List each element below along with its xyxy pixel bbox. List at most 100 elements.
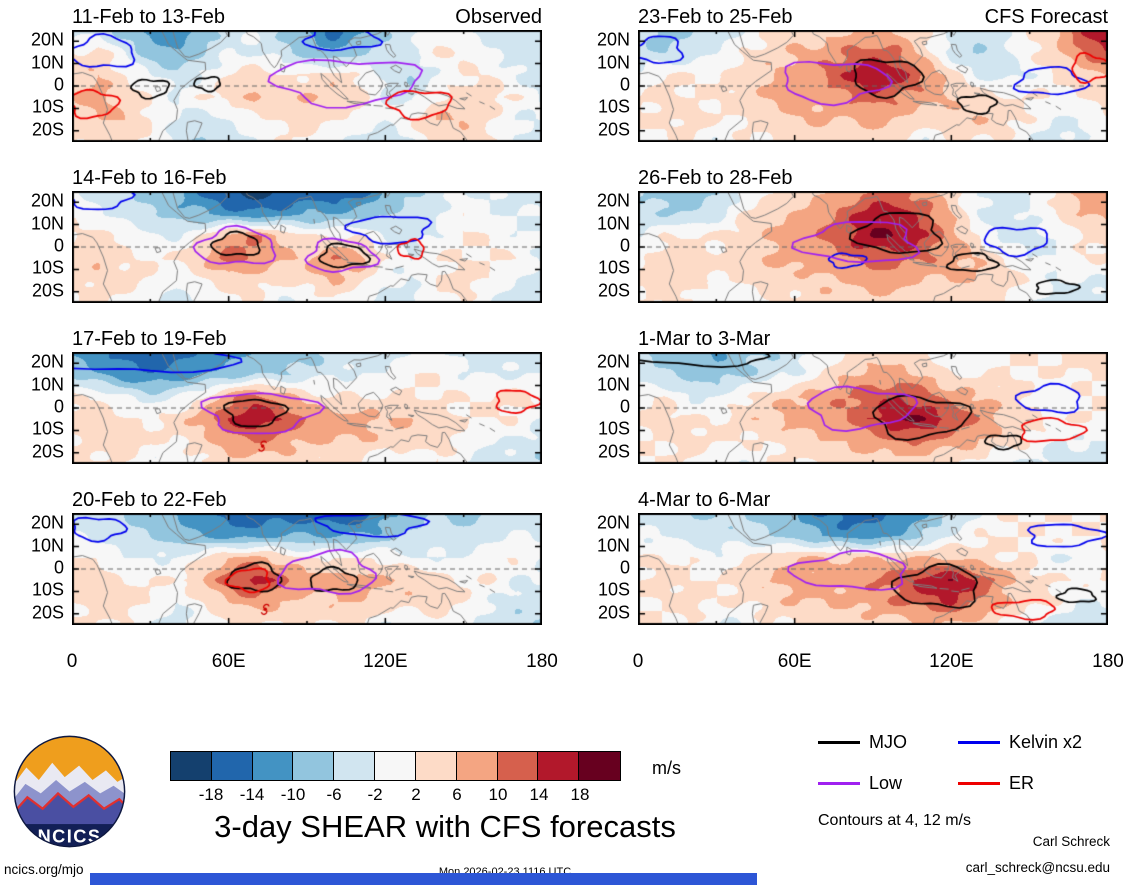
panel-date-range: 11-Feb to 13-Feb bbox=[72, 6, 226, 28]
colorbar: -18 -14 -10 -6 -2 2 6 10 14 18 bbox=[170, 751, 621, 804]
colorbar-tick-label: -18 bbox=[198, 785, 224, 804]
legend-item-mjo: MJO bbox=[818, 732, 958, 753]
footer: NCICS -18 -14 -10 -6 -2 2 6 10 14 18 m/s MJO Kelvi… bbox=[0, 676, 1135, 885]
map-panel-1-mar-to-3-mar: 1-Mar to 3-Mar 20N 10N 0 10S 20S bbox=[572, 326, 1108, 464]
lat-axis: 20N 10N 0 10S 20S bbox=[572, 352, 638, 464]
map-panel-23-feb-to-25-feb: 23-Feb to 25-Feb CFS Forecast 20N 10N 0 10S 20… bbox=[572, 4, 1108, 142]
legend-item-er: ER bbox=[958, 773, 1118, 794]
lat-tick-label: 10S bbox=[31, 96, 64, 117]
lat-tick-label: 0 bbox=[53, 396, 64, 417]
lat-tick-label: 0 bbox=[53, 235, 64, 256]
panel-body: 20N 10N 0 10S 20S bbox=[6, 352, 542, 464]
lat-tick-label: 0 bbox=[619, 557, 630, 578]
colorbar-tick-labels: -18 -14 -10 -6 -2 2 6 10 14 18 bbox=[170, 781, 621, 804]
logo-red-ridge bbox=[14, 791, 125, 816]
lat-axis: 20N 10N 0 10S 20S bbox=[6, 352, 72, 464]
lon-tick-label: 180 bbox=[526, 651, 558, 672]
lon-tick-label: 120E bbox=[929, 651, 974, 672]
lat-tick-label: 20N bbox=[30, 351, 64, 372]
lat-tick-label: 20N bbox=[596, 29, 630, 50]
colorbar-cell-10 bbox=[579, 752, 620, 780]
map-panel-11-feb-to-13-feb: 11-Feb to 13-Feb Observed 20N 10N 0 10S 20S bbox=[6, 4, 542, 142]
colorbar-tick-label: -14 bbox=[239, 785, 265, 804]
lat-tick-label: 0 bbox=[53, 74, 64, 95]
contour-interval-note: Contours at 4, 12 m/s bbox=[818, 812, 971, 829]
observed-column: 11-Feb to 13-Feb Observed 20N 10N 0 10S 20S 14-… bbox=[6, 4, 558, 676]
panel-header: 4-Mar to 6-Mar bbox=[638, 487, 1108, 511]
lat-tick-label: 10N bbox=[596, 213, 630, 234]
website-url: ncics.org/mjo bbox=[4, 862, 84, 877]
map-canvas-20-feb-to-22-feb bbox=[72, 513, 542, 625]
lat-tick-label: 10S bbox=[597, 257, 630, 278]
lon-axis: 0 60E 120E 180 bbox=[633, 648, 1124, 676]
map-panel-20-feb-to-22-feb: 20-Feb to 22-Feb 20N 10N 0 10S 20S bbox=[6, 487, 542, 625]
column-header-cfs-forecast: CFS Forecast bbox=[984, 6, 1108, 28]
map-panel-4-mar-to-6-mar: 4-Mar to 6-Mar 20N 10N 0 10S 20S bbox=[572, 487, 1108, 625]
legend-label: Kelvin x2 bbox=[1009, 732, 1083, 752]
map-canvas-14-feb-to-16-feb bbox=[72, 191, 542, 303]
lat-tick-label: 20N bbox=[30, 190, 64, 211]
lat-tick-label: 20N bbox=[596, 351, 630, 372]
panel-date-range: 20-Feb to 22-Feb bbox=[72, 489, 227, 511]
map-canvas-11-feb-to-13-feb bbox=[72, 30, 542, 142]
panel-header: 14-Feb to 16-Feb bbox=[72, 165, 542, 189]
lat-axis: 20N 10N 0 10S 20S bbox=[572, 30, 638, 142]
panel-body: 20N 10N 0 10S 20S bbox=[6, 30, 542, 142]
wave-legend: MJO Kelvin x2 Low ER bbox=[818, 732, 1118, 794]
legend-line-mjo bbox=[818, 741, 860, 744]
lat-tick-label: 10N bbox=[30, 535, 64, 556]
legend-line-er bbox=[958, 782, 1000, 785]
lat-tick-label: 20S bbox=[597, 441, 630, 462]
map-canvas-1-mar-to-3-mar bbox=[638, 352, 1108, 464]
lat-tick-label: 10S bbox=[31, 579, 64, 600]
lat-tick-label: 20S bbox=[31, 602, 64, 623]
lon-tick-label: 60E bbox=[211, 651, 246, 672]
lat-tick-label: 0 bbox=[619, 74, 630, 95]
lat-tick-label: 20N bbox=[596, 190, 630, 211]
lon-tick-label: 60E bbox=[777, 651, 812, 672]
panel-header: 11-Feb to 13-Feb Observed bbox=[72, 4, 542, 28]
column-header-observed: Observed bbox=[455, 6, 542, 28]
lon-tick-label: 180 bbox=[1092, 651, 1124, 672]
panel-date-range: 1-Mar to 3-Mar bbox=[638, 328, 771, 350]
author-email: carl_schreck@ncsu.edu bbox=[965, 860, 1110, 875]
map-panel-26-feb-to-28-feb: 26-Feb to 28-Feb 20N 10N 0 10S 20S bbox=[572, 165, 1108, 303]
colorbar-cell-0 bbox=[171, 752, 212, 780]
colorbar-cell-6 bbox=[415, 752, 457, 780]
colorbar-cell-3 bbox=[293, 752, 335, 780]
lat-tick-label: 10N bbox=[596, 535, 630, 556]
colorbar-tick-label: 6 bbox=[452, 785, 462, 804]
colorbar-cell-7 bbox=[456, 752, 498, 780]
colorbar-cell-8 bbox=[497, 752, 539, 780]
map-canvas-26-feb-to-28-feb bbox=[638, 191, 1108, 303]
lat-tick-label: 10S bbox=[31, 257, 64, 278]
colorbar-cell-2 bbox=[252, 752, 294, 780]
bottom-bar bbox=[90, 873, 757, 885]
forecast-column: 23-Feb to 25-Feb CFS Forecast 20N 10N 0 10S 20… bbox=[572, 4, 1124, 676]
logo-ring bbox=[13, 735, 126, 848]
panel-date-range: 14-Feb to 16-Feb bbox=[72, 167, 227, 189]
author-name: Carl Schreck bbox=[1032, 834, 1110, 849]
figure-title: 3-day SHEAR with CFS forecasts bbox=[214, 809, 676, 844]
colorbar-tick-label: 2 bbox=[411, 785, 421, 804]
lat-tick-label: 10N bbox=[30, 52, 64, 73]
lat-tick-label: 20N bbox=[30, 29, 64, 50]
colorbar-cell-9 bbox=[538, 752, 580, 780]
lat-tick-label: 20S bbox=[31, 119, 64, 140]
legend-item-kelvin-x2: Kelvin x2 bbox=[958, 732, 1118, 753]
lat-axis: 20N 10N 0 10S 20S bbox=[6, 513, 72, 625]
lat-tick-label: 20S bbox=[597, 119, 630, 140]
lat-tick-label: 20N bbox=[30, 512, 64, 533]
legend-line-low bbox=[818, 782, 860, 785]
lat-axis: 20N 10N 0 10S 20S bbox=[6, 191, 72, 303]
panel-header: 23-Feb to 25-Feb CFS Forecast bbox=[638, 4, 1108, 28]
ncics-logo: NCICS bbox=[13, 735, 126, 848]
lat-tick-label: 20S bbox=[31, 280, 64, 301]
colorbar-tick-label: -2 bbox=[367, 785, 383, 804]
colorbar-cell-1 bbox=[211, 752, 253, 780]
lat-tick-label: 10N bbox=[596, 374, 630, 395]
lat-tick-label: 10S bbox=[31, 418, 64, 439]
panel-body: 20N 10N 0 10S 20S bbox=[6, 513, 542, 625]
colorbar-tick-label: 18 bbox=[570, 785, 590, 804]
lat-tick-label: 20S bbox=[597, 602, 630, 623]
